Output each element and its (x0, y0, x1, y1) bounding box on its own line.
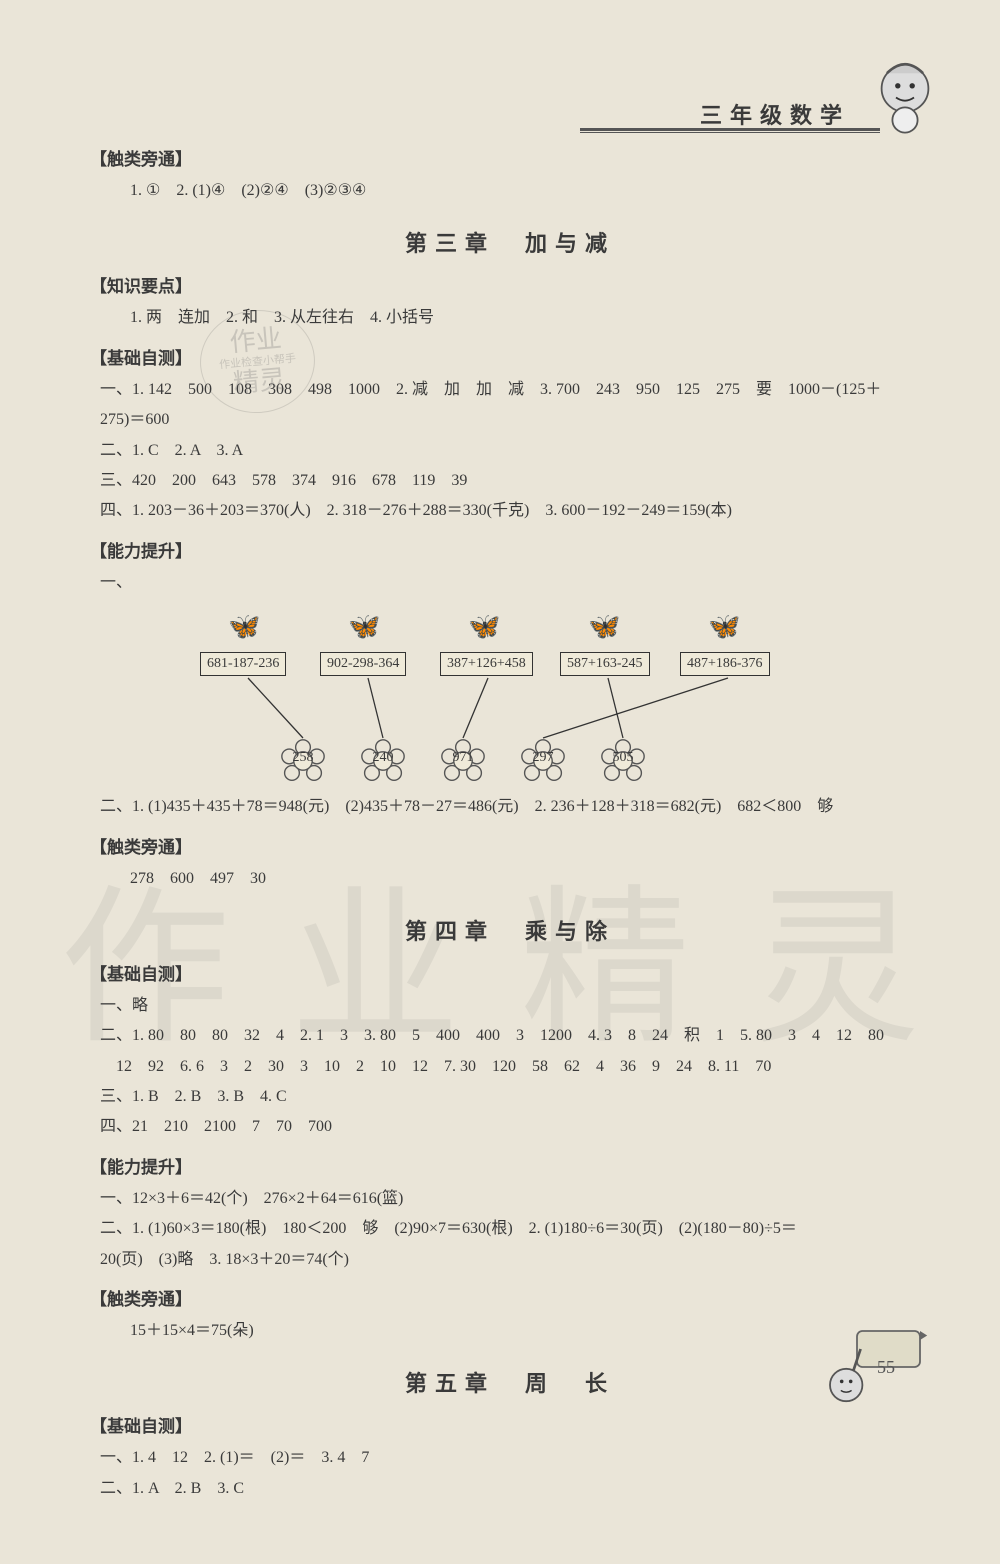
answer-line: 12 92 6. 6 3 2 30 3 10 2 10 12 7. 30 120… (100, 1052, 920, 1082)
section-tag: 【基础自测】 (90, 960, 920, 985)
answer-line: 275)＝600 (100, 405, 920, 435)
answer-line: 1. 两 连加 2. 和 3. 从左往右 4. 小括号 (130, 303, 920, 333)
butterfly-icon: 🦋 (588, 612, 620, 642)
answer-line: 一、略 (100, 991, 920, 1021)
chapter-title: 第四章 乘与除 (100, 914, 920, 946)
mascot-bottom-icon (820, 1322, 930, 1412)
answer-line: 二、1. 80 80 80 32 4 2. 1 3 3. 80 5 400 40… (100, 1021, 920, 1051)
flower-label: 258 (280, 750, 326, 766)
answer-line: 三、1. B 2. B 3. B 4. C (100, 1082, 920, 1112)
content: 【触类旁通】 1. ① 2. (1)④ (2)②④ (3)②③④ 第三章 加与减… (100, 145, 920, 1504)
chapter-title: 第三章 加与减 (100, 226, 920, 258)
flower-label: 971 (440, 750, 486, 766)
flower-label: 297 (520, 750, 566, 766)
section-tag: 【触类旁通】 (90, 833, 920, 858)
section-tag: 【基础自测】 (90, 1412, 920, 1437)
answer-line: 二、1. C 2. A 3. A (100, 436, 920, 466)
matching-diagram: 🦋 681-187-236 🦋 902-298-364 🦋 387+126+458 🦋 587… (120, 608, 920, 788)
answer-line: 15＋15×4＝75(朵) (130, 1316, 920, 1346)
diagram-expr-box: 681-187-236 (200, 652, 286, 676)
answer-line: 四、21 210 2100 7 70 700 (100, 1112, 920, 1142)
section-tag: 【触类旁通】 (90, 1285, 920, 1310)
answer-line: 一、12×3＋6＝42(个) 276×2＋64＝616(篮) (100, 1184, 920, 1214)
header-underline (580, 128, 880, 133)
answer-line: 278 600 497 30 (130, 864, 920, 894)
flower-label: 505 (600, 750, 646, 766)
chapter-title: 第五章 周 长 (100, 1366, 920, 1398)
answer-line: 二、1. (1)60×3＝180(根) 180＜200 够 (2)90×7＝63… (100, 1214, 920, 1244)
diagram-expr-box: 902-298-364 (320, 652, 406, 676)
butterfly-icon: 🦋 (708, 612, 740, 642)
answer-prefix: 一、 (100, 568, 920, 598)
answer-line: 一、1. 142 500 108 308 498 1000 2. 减 加 加 减… (100, 375, 920, 405)
answer-line: 四、1. 203－36＋203＝370(人) 2. 318－276＋288＝33… (100, 496, 920, 526)
section-tag: 【触类旁通】 (90, 145, 920, 170)
diagram-expr-box: 387+126+458 (440, 652, 533, 676)
butterfly-icon: 🦋 (468, 612, 500, 642)
page-number: 55 (877, 1357, 895, 1378)
answer-line: 20(页) (3)略 3. 18×3＋20＝74(个) (100, 1245, 920, 1275)
diagram-expr-box: 587+163-245 (560, 652, 650, 676)
answer-line: 二、1. A 2. B 3. C (100, 1474, 920, 1504)
header-grade-subject: 三年级数学 (700, 98, 850, 130)
butterfly-icon: 🦋 (228, 612, 260, 642)
diagram-expr-box: 487+186-376 (680, 652, 770, 676)
section-tag: 【能力提升】 (90, 537, 920, 562)
section-tag: 【能力提升】 (90, 1153, 920, 1178)
answer-line: 三、420 200 643 578 374 916 678 119 39 (100, 466, 920, 496)
answer-line: 一、1. 4 12 2. (1)＝ (2)＝ 3. 4 7 (100, 1443, 920, 1473)
answer-line: 二、1. (1)435＋435＋78＝948(元) (2)435＋78－27＝4… (100, 792, 920, 822)
answer-line: 1. ① 2. (1)④ (2)②④ (3)②③④ (130, 176, 920, 206)
section-tag: 【知识要点】 (90, 272, 920, 297)
section-tag: 【基础自测】 (90, 344, 920, 369)
mascot-top-icon (860, 48, 950, 138)
flower-label: 240 (360, 750, 406, 766)
butterfly-icon: 🦋 (348, 612, 380, 642)
